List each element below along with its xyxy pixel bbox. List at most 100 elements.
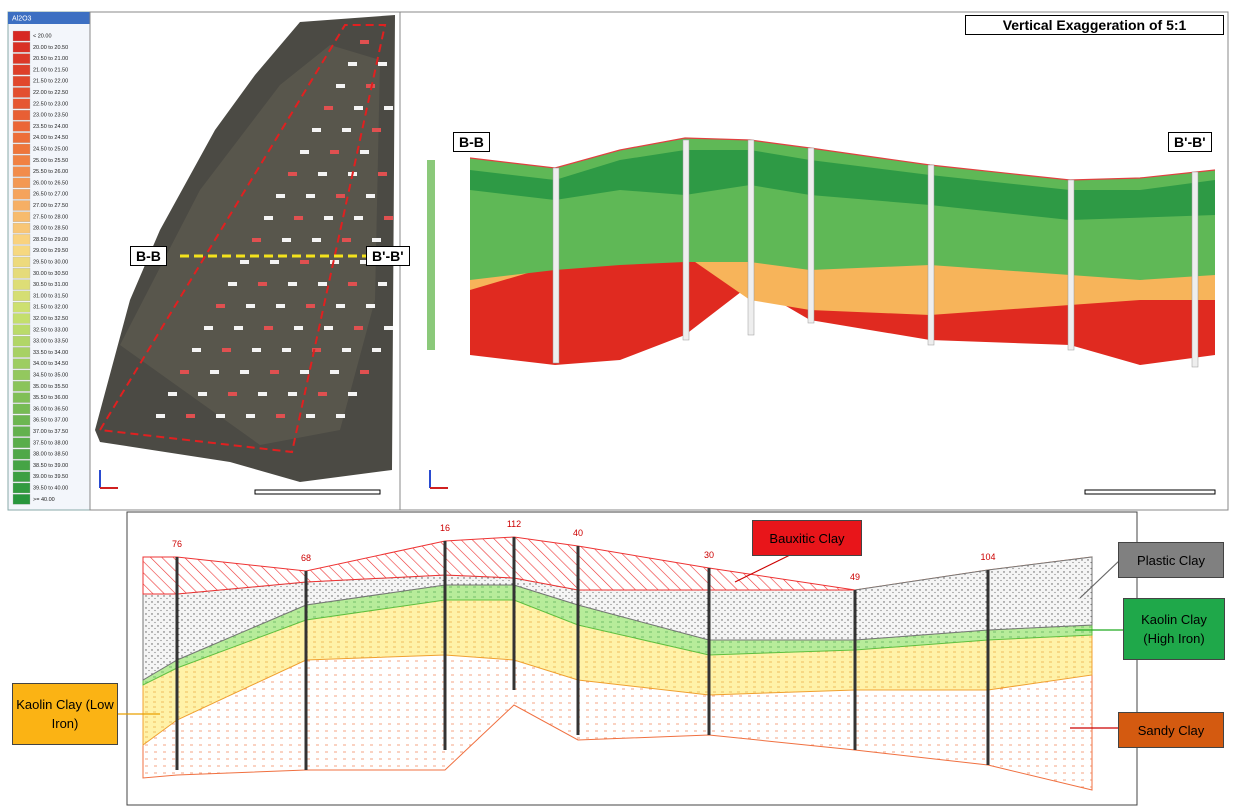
- collar: [180, 370, 189, 374]
- legend-label: 33.00 to 33.50: [33, 339, 68, 345]
- collar: [318, 172, 327, 176]
- legend-title: Al2O3: [12, 15, 32, 22]
- collar: [276, 194, 285, 198]
- legend-swatch: [12, 460, 31, 471]
- map-section-start: B-B: [130, 246, 167, 266]
- bauxitic-clay-label: Bauxitic Clay: [752, 520, 862, 556]
- legend-label: 23.00 to 23.50: [33, 113, 68, 119]
- legend-label: 37.00 to 37.50: [33, 429, 68, 435]
- legend-swatch: [12, 234, 31, 245]
- drillhole-label: 104: [980, 552, 995, 562]
- collar: [372, 128, 381, 132]
- collar: [264, 326, 273, 330]
- legend-swatch: [12, 324, 31, 335]
- section-end: B'-B': [1168, 132, 1212, 152]
- kaolin-high-iron-label: Kaolin Clay (High Iron): [1123, 598, 1225, 660]
- legend-label: 24.50 to 25.00: [33, 146, 68, 152]
- mini-legend: [427, 160, 435, 350]
- collar: [306, 194, 315, 198]
- legend-swatch: [12, 335, 31, 347]
- drillholes: [175, 537, 990, 770]
- legend-list: < 20.00 20.00 to 20.50 20.50 to 21.00 21.00…: [12, 30, 68, 505]
- collar: [282, 348, 291, 352]
- legend-label: 34.00 to 34.50: [33, 361, 68, 367]
- legend-label: 25.00 to 25.50: [33, 158, 68, 164]
- legend-label: 31.50 to 32.00: [33, 305, 68, 311]
- legend-label: 35.00 to 35.50: [33, 384, 68, 390]
- collar: [366, 84, 375, 88]
- collar: [336, 304, 345, 308]
- legend-swatch: [12, 245, 31, 256]
- collar: [240, 370, 249, 374]
- kaolin-low-iron-label: Kaolin Clay (Low Iron): [12, 683, 118, 745]
- collar: [318, 282, 327, 286]
- legend-label: 30.00 to 30.50: [33, 271, 68, 277]
- drillholes-3d: [552, 139, 1199, 368]
- legend-swatch: [12, 313, 31, 324]
- label-arrows: [118, 554, 1123, 729]
- section-dark-green: [470, 150, 1215, 220]
- legend-label: 39.50 to 40.00: [33, 485, 68, 491]
- drillhole-label: 30: [704, 550, 714, 560]
- collar: [336, 84, 345, 88]
- legend-swatch: [12, 471, 31, 482]
- collar: [234, 326, 243, 330]
- collar: [324, 326, 333, 330]
- legend-swatch: [12, 189, 31, 200]
- legend-swatch: [12, 76, 31, 87]
- legend-swatch: [12, 64, 31, 76]
- legend-swatch: [12, 437, 31, 448]
- collar: [312, 128, 321, 132]
- collar: [276, 304, 285, 308]
- collar: [276, 414, 285, 418]
- collar: [258, 392, 267, 396]
- collar: [354, 216, 363, 220]
- collar: [342, 128, 351, 132]
- collar: [330, 370, 339, 374]
- collar: [294, 216, 303, 220]
- collar: [198, 392, 207, 396]
- legend-swatch: [12, 426, 31, 437]
- legend-label: 36.50 to 37.00: [33, 418, 68, 424]
- collar: [318, 392, 327, 396]
- legend-swatch: [12, 403, 31, 415]
- collar: [252, 348, 261, 352]
- plastic-clay-label: Plastic Clay: [1118, 542, 1224, 578]
- collar: [360, 370, 369, 374]
- legend-label: 21.00 to 21.50: [33, 67, 68, 73]
- legend-swatch: [12, 415, 31, 426]
- legend-swatch: [12, 448, 31, 460]
- collar: [186, 414, 195, 418]
- legend-swatch: [12, 222, 31, 234]
- collar: [330, 260, 339, 264]
- legend-label: < 20.00: [33, 33, 52, 39]
- collar: [360, 150, 369, 154]
- legend-label: 23.50 to 24.00: [33, 124, 68, 130]
- collar: [270, 370, 279, 374]
- section-start: B-B: [453, 132, 490, 152]
- collar: [156, 414, 165, 418]
- legend-label: 37.50 to 38.00: [33, 440, 68, 446]
- collar: [300, 260, 309, 264]
- collar: [264, 216, 273, 220]
- legend-label: 33.50 to 34.00: [33, 350, 68, 356]
- drill-collars: [156, 40, 393, 418]
- legend-label: 21.50 to 22.00: [33, 79, 68, 85]
- legend-swatch: [12, 268, 31, 279]
- collar: [168, 392, 177, 396]
- satellite-texture: [120, 45, 380, 445]
- collar: [384, 216, 393, 220]
- collar: [216, 304, 225, 308]
- legend-label: 26.50 to 27.00: [33, 192, 68, 198]
- legend-label: 29.00 to 29.50: [33, 248, 68, 254]
- collar: [354, 106, 363, 110]
- collar: [246, 414, 255, 418]
- collar: [306, 414, 315, 418]
- collar: [210, 370, 219, 374]
- legend-swatch: [12, 132, 31, 143]
- map-section-end: B'-B': [366, 246, 410, 266]
- collar: [324, 106, 333, 110]
- legend-swatch: [12, 256, 31, 268]
- legend-label: >= 40.00: [33, 497, 55, 503]
